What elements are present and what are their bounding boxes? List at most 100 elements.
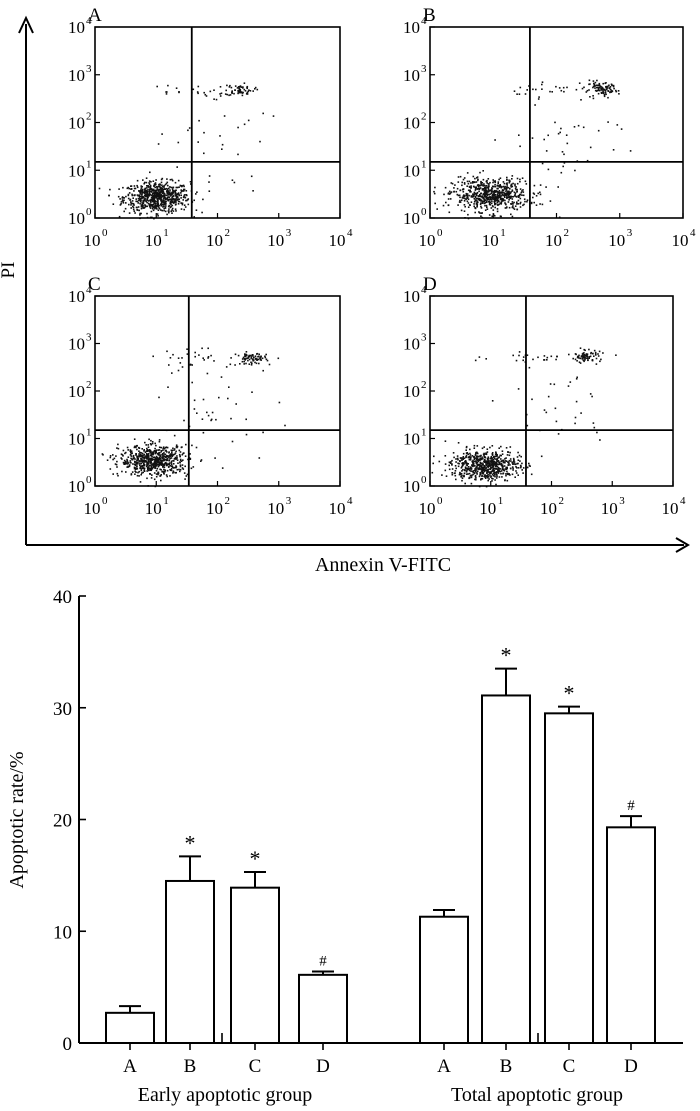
flow-event xyxy=(124,462,126,464)
flow-event xyxy=(594,427,596,429)
flow-event xyxy=(459,197,461,199)
flow-event xyxy=(568,385,570,387)
flow-event xyxy=(475,200,477,202)
flow-event xyxy=(560,128,562,130)
flow-event xyxy=(166,214,168,216)
flow-xtick-label: 10 xyxy=(419,499,436,518)
flow-event xyxy=(449,462,451,464)
flow-event xyxy=(157,198,159,200)
flow-event xyxy=(140,201,142,203)
flow-event xyxy=(596,432,598,434)
flow-ytick-label: 10 xyxy=(403,335,420,354)
flow-event xyxy=(244,124,246,126)
flow-event xyxy=(242,95,244,97)
flow-event xyxy=(158,143,160,145)
flow-event xyxy=(150,461,152,463)
flow-event xyxy=(169,186,171,188)
flow-event xyxy=(461,467,463,469)
flow-event xyxy=(181,202,183,204)
flow-event xyxy=(487,469,489,471)
flow-event xyxy=(546,150,548,152)
flow-event xyxy=(160,475,162,477)
flow-event xyxy=(157,464,159,466)
flow-event xyxy=(164,462,166,464)
flow-event xyxy=(137,201,139,203)
bar-ytick-label: 40 xyxy=(53,587,72,608)
flow-event xyxy=(250,90,252,92)
flow-event xyxy=(532,359,534,361)
flow-event xyxy=(498,204,500,206)
flow-event xyxy=(179,201,181,203)
flow-event xyxy=(491,478,493,480)
flow-ytick-exponent: 3 xyxy=(86,332,92,344)
flow-event xyxy=(434,203,436,205)
flow-event xyxy=(499,471,501,473)
flow-event xyxy=(494,139,496,141)
flow-event xyxy=(155,203,157,205)
flow-event xyxy=(464,473,466,475)
flow-ytick-label: 10 xyxy=(403,430,420,449)
flow-event xyxy=(463,191,465,193)
flow-event xyxy=(130,199,132,201)
flow-event xyxy=(136,185,138,187)
flow-event xyxy=(596,358,598,360)
flow-event xyxy=(167,198,169,200)
flow-ytick-exponent: 2 xyxy=(421,379,427,391)
flow-event xyxy=(114,458,116,460)
flow-event xyxy=(117,475,119,477)
bar-ytick-label: 10 xyxy=(53,922,72,943)
flow-event xyxy=(179,450,181,452)
flow-event xyxy=(149,172,151,174)
flow-event xyxy=(256,363,258,365)
flow-event xyxy=(500,197,502,199)
flow-event xyxy=(485,209,487,211)
flow-event xyxy=(475,208,477,210)
flow-event xyxy=(488,191,490,193)
flow-event xyxy=(518,196,520,198)
flow-event xyxy=(497,466,499,468)
flow-event xyxy=(167,185,169,187)
flow-event xyxy=(465,461,467,463)
bar-ytick-label: 20 xyxy=(53,811,72,832)
flow-event xyxy=(137,202,139,204)
flow-event xyxy=(501,194,503,196)
flow-event xyxy=(480,183,482,185)
flow-event xyxy=(497,211,499,213)
flow-event xyxy=(500,216,502,218)
flow-event xyxy=(520,87,522,89)
flow-event xyxy=(545,186,547,188)
flow-ytick-label: 10 xyxy=(403,209,420,228)
flow-event xyxy=(159,447,161,449)
flow-event xyxy=(504,196,506,198)
flow-event xyxy=(278,358,280,360)
flow-event xyxy=(171,372,173,374)
flow-event xyxy=(157,462,159,464)
flow-event xyxy=(240,85,242,87)
flow-event xyxy=(115,463,117,465)
flow-event xyxy=(138,453,140,455)
flow-event xyxy=(473,470,475,472)
flow-event xyxy=(132,471,134,473)
flow-event xyxy=(498,460,500,462)
flow-event xyxy=(520,198,522,200)
flow-event xyxy=(166,93,168,95)
flow-event xyxy=(510,468,512,470)
flow-event xyxy=(173,195,175,197)
flow-event xyxy=(439,461,441,463)
flow-event xyxy=(137,180,139,182)
flow-event xyxy=(151,451,153,453)
flow-event xyxy=(480,462,482,464)
flow-event xyxy=(574,126,576,128)
flow-event xyxy=(575,354,577,356)
flow-event xyxy=(548,169,550,171)
flow-event xyxy=(165,450,167,452)
flow-event xyxy=(175,210,177,212)
flow-event xyxy=(208,415,210,417)
flow-event xyxy=(491,480,493,482)
flow-event xyxy=(237,127,239,129)
flow-event xyxy=(247,92,249,94)
flow-event xyxy=(462,458,464,460)
flow-event xyxy=(467,463,469,465)
flow-event xyxy=(494,476,496,478)
flow-event xyxy=(618,90,620,92)
